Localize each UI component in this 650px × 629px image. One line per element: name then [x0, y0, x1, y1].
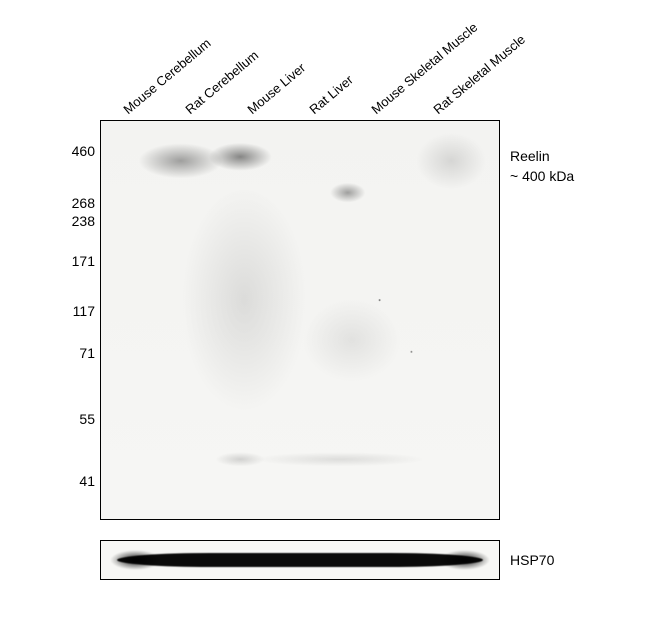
- lane-labels-group: Mouse Cerebellum Rat Cerebellum Mouse Li…: [0, 0, 650, 120]
- main-blot: [100, 120, 500, 520]
- lane-label: Mouse Skeletal Muscle: [368, 20, 480, 117]
- mw-marker: 171: [45, 253, 95, 269]
- target-mw: ~ 400 kDa: [510, 168, 574, 184]
- mw-marker: 41: [45, 473, 95, 489]
- mw-marker: 117: [45, 303, 95, 319]
- figure-container: Mouse Cerebellum Rat Cerebellum Mouse Li…: [0, 0, 650, 629]
- mw-marker: 55: [45, 411, 95, 427]
- loading-control-name: HSP70: [510, 552, 554, 568]
- mw-marker: 71: [45, 345, 95, 361]
- lane-label: Mouse Liver: [244, 60, 308, 117]
- loading-control-band: [117, 553, 483, 567]
- target-name: Reelin: [510, 148, 550, 164]
- lane-label: Rat Liver: [306, 72, 356, 117]
- mw-marker: 460: [45, 143, 95, 159]
- blot-signal: [101, 121, 499, 519]
- mw-marker: 238: [45, 213, 95, 229]
- mw-marker: 268: [45, 195, 95, 211]
- loading-control-blot: [100, 540, 500, 580]
